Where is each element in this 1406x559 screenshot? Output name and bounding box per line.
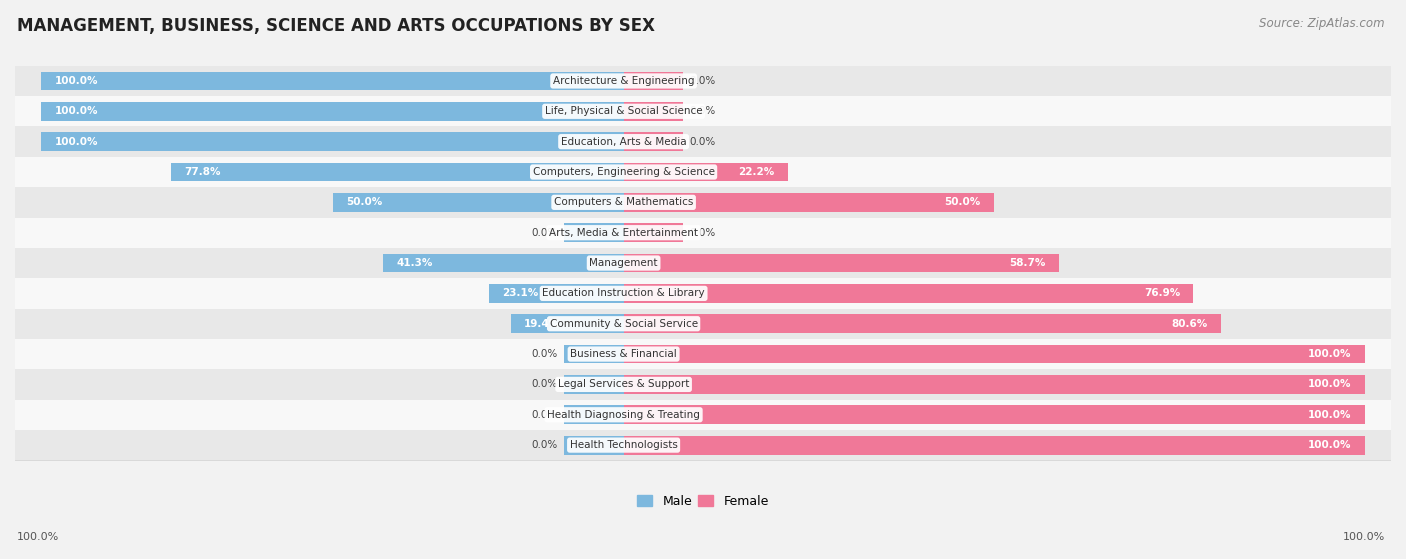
Text: Arts, Media & Entertainment: Arts, Media & Entertainment <box>550 228 699 238</box>
Text: Legal Services & Support: Legal Services & Support <box>558 380 689 390</box>
Bar <box>15 400 1391 430</box>
Text: 0.0%: 0.0% <box>531 380 557 390</box>
Bar <box>15 430 1391 460</box>
Text: 23.1%: 23.1% <box>502 288 538 299</box>
Bar <box>15 248 1391 278</box>
Text: Computers & Mathematics: Computers & Mathematics <box>554 197 693 207</box>
Bar <box>624 314 1220 333</box>
Bar <box>41 132 624 151</box>
Bar <box>564 435 624 454</box>
Text: 22.2%: 22.2% <box>738 167 775 177</box>
Bar <box>384 254 624 272</box>
Bar <box>41 72 624 91</box>
Bar <box>15 66 1391 96</box>
Bar <box>15 66 1391 96</box>
Bar <box>15 430 1391 460</box>
Text: 50.0%: 50.0% <box>945 197 981 207</box>
Bar <box>15 369 1391 400</box>
Text: Life, Physical & Social Science: Life, Physical & Social Science <box>544 106 703 116</box>
Text: 0.0%: 0.0% <box>690 228 716 238</box>
Bar <box>15 96 1391 126</box>
Text: 0.0%: 0.0% <box>690 76 716 86</box>
Bar <box>15 187 1391 217</box>
Bar <box>15 126 1391 157</box>
Bar <box>15 157 1391 187</box>
Text: 0.0%: 0.0% <box>690 136 716 146</box>
Bar <box>15 339 1391 369</box>
Bar <box>15 217 1391 248</box>
Text: 76.9%: 76.9% <box>1144 288 1180 299</box>
Bar <box>624 223 683 242</box>
Bar <box>41 102 624 121</box>
Bar <box>564 345 624 363</box>
Text: Community & Social Service: Community & Social Service <box>550 319 697 329</box>
Text: 50.0%: 50.0% <box>346 197 382 207</box>
Text: 0.0%: 0.0% <box>531 349 557 359</box>
Text: 100.0%: 100.0% <box>17 532 59 542</box>
Text: 100.0%: 100.0% <box>1308 440 1351 450</box>
Bar <box>15 278 1391 309</box>
Bar <box>564 375 624 394</box>
Bar <box>15 96 1391 126</box>
Bar <box>564 405 624 424</box>
Text: Architecture & Engineering: Architecture & Engineering <box>553 76 695 86</box>
Text: Health Diagnosing & Treating: Health Diagnosing & Treating <box>547 410 700 420</box>
Text: 100.0%: 100.0% <box>55 106 98 116</box>
Bar <box>510 314 624 333</box>
Bar <box>624 193 994 212</box>
Text: 100.0%: 100.0% <box>55 136 98 146</box>
Text: 100.0%: 100.0% <box>1343 532 1385 542</box>
Text: 0.0%: 0.0% <box>531 440 557 450</box>
Text: 0.0%: 0.0% <box>531 228 557 238</box>
Text: 100.0%: 100.0% <box>1308 380 1351 390</box>
Bar <box>564 223 624 242</box>
Bar <box>170 163 624 182</box>
Bar <box>624 254 1059 272</box>
Bar <box>15 217 1391 248</box>
Bar <box>15 339 1391 369</box>
Text: 19.4%: 19.4% <box>524 319 560 329</box>
Bar <box>15 309 1391 339</box>
Text: Education Instruction & Library: Education Instruction & Library <box>543 288 704 299</box>
Text: 77.8%: 77.8% <box>184 167 221 177</box>
Bar <box>624 72 683 91</box>
Bar <box>15 187 1391 217</box>
Bar <box>15 400 1391 430</box>
Bar <box>624 284 1194 303</box>
Legend: Male, Female: Male, Female <box>633 490 773 513</box>
Bar <box>15 248 1391 278</box>
Bar <box>489 284 624 303</box>
Bar <box>624 163 789 182</box>
Text: Management: Management <box>589 258 658 268</box>
Text: Health Technologists: Health Technologists <box>569 440 678 450</box>
Text: 0.0%: 0.0% <box>531 410 557 420</box>
Text: 58.7%: 58.7% <box>1010 258 1045 268</box>
Bar <box>15 157 1391 187</box>
Text: 0.0%: 0.0% <box>690 106 716 116</box>
Text: 100.0%: 100.0% <box>1308 410 1351 420</box>
Bar <box>624 435 1365 454</box>
Text: MANAGEMENT, BUSINESS, SCIENCE AND ARTS OCCUPATIONS BY SEX: MANAGEMENT, BUSINESS, SCIENCE AND ARTS O… <box>17 17 655 35</box>
Bar <box>624 102 683 121</box>
Bar <box>15 278 1391 309</box>
Bar <box>15 309 1391 339</box>
Text: 100.0%: 100.0% <box>1308 349 1351 359</box>
Bar <box>624 405 1365 424</box>
Text: 100.0%: 100.0% <box>55 76 98 86</box>
Text: Source: ZipAtlas.com: Source: ZipAtlas.com <box>1260 17 1385 30</box>
Text: Computers, Engineering & Science: Computers, Engineering & Science <box>533 167 714 177</box>
Bar <box>624 375 1365 394</box>
Text: Business & Financial: Business & Financial <box>571 349 678 359</box>
Bar <box>624 345 1365 363</box>
Bar <box>15 126 1391 157</box>
Bar <box>333 193 624 212</box>
Text: 41.3%: 41.3% <box>396 258 433 268</box>
Text: 80.6%: 80.6% <box>1171 319 1208 329</box>
Text: Education, Arts & Media: Education, Arts & Media <box>561 136 686 146</box>
Bar <box>624 132 683 151</box>
Bar <box>15 369 1391 400</box>
